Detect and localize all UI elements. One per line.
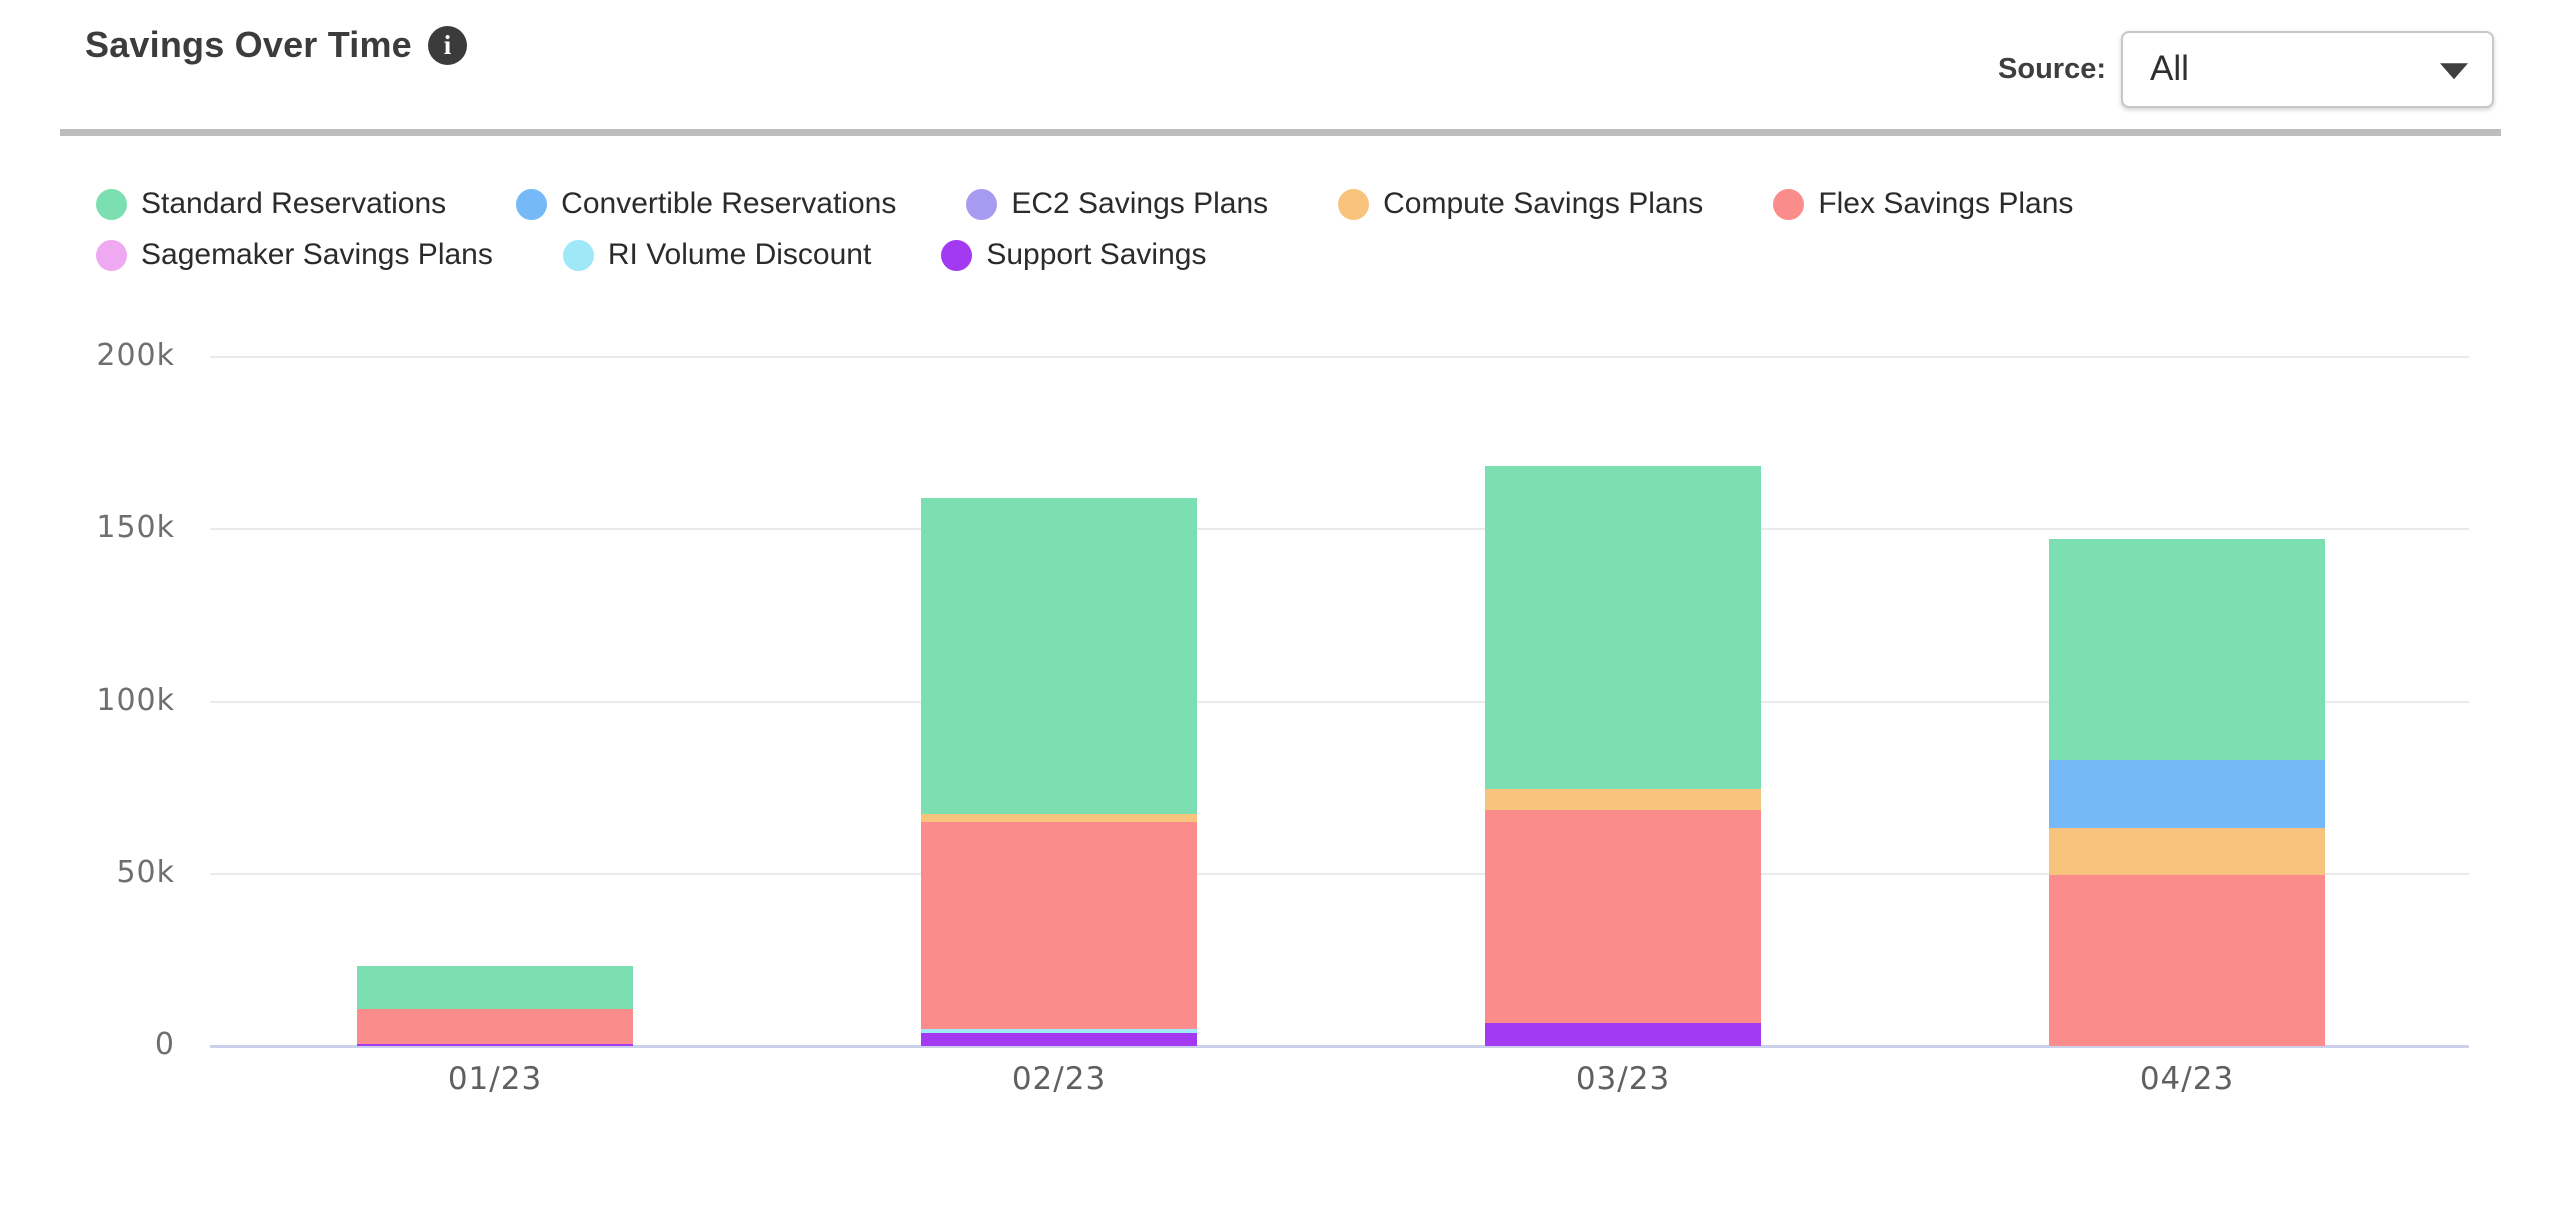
page-title: Savings Over Time (85, 24, 412, 65)
bar-segment[interactable] (921, 1029, 1197, 1033)
gridline (210, 356, 2469, 358)
legend-dot-icon (96, 239, 127, 271)
legend-item-ec2-savings-plans[interactable]: EC2 Savings Plans (966, 187, 1268, 221)
legend-item-sagemaker-savings-plans[interactable]: Sagemaker Savings Plans (96, 238, 493, 272)
legend-label: Flex Savings Plans (1818, 187, 2074, 220)
source-dropdown-value: All (2150, 48, 2189, 88)
source-dropdown[interactable]: All (2121, 31, 2494, 108)
y-axis-tick-label: 0 (154, 1027, 175, 1063)
bar-segment[interactable] (1485, 810, 1761, 1023)
legend-row: Sagemaker Savings Plans RI Volume Discoun… (96, 234, 2073, 276)
bar-segment[interactable] (1485, 465, 1761, 789)
legend-dot-icon (1338, 188, 1370, 220)
header-divider (60, 129, 2501, 136)
gridline (210, 528, 2469, 531)
bar-segment[interactable] (1485, 789, 1761, 810)
bar-segment[interactable] (2049, 827, 2325, 876)
legend-item-ri-volume-discount[interactable]: RI Volume Discount (562, 238, 872, 272)
legend-label: Standard Reservations (141, 187, 447, 220)
gridline (210, 700, 2469, 703)
source-label: Source: (1998, 53, 2106, 85)
legend-item-flex-savings-plans[interactable]: Flex Savings Plans (1773, 187, 2073, 221)
bar-segment[interactable] (2049, 538, 2325, 761)
legend-item-standard-reservations[interactable]: Standard Reservations (96, 187, 446, 221)
legend-dot-icon (941, 239, 973, 271)
y-axis-tick-label: 50k (116, 854, 175, 890)
x-axis-tick-label: 03/23 (1575, 1061, 1671, 1097)
x-axis-tick-label: 01/23 (447, 1061, 543, 1097)
legend-label: Support Savings (986, 238, 1207, 271)
legend-item-convertible-reservations[interactable]: Convertible Reservations (516, 187, 896, 221)
caret-down-icon (2440, 62, 2468, 79)
legend-label: EC2 Savings Plans (1011, 187, 1269, 220)
legend-dot-icon (96, 188, 127, 220)
legend-label: Compute Savings Plans (1383, 187, 1704, 220)
bar-segment[interactable] (2049, 760, 2325, 828)
y-axis-tick-label: 100k (96, 682, 175, 718)
bar-segment[interactable] (921, 498, 1197, 815)
chart-legend: Standard Reservations Convertible Reserva… (96, 183, 2073, 285)
legend-label: Convertible Reservations (561, 187, 897, 220)
legend-item-compute-savings-plans[interactable]: Compute Savings Plans (1338, 187, 1703, 221)
bar-segment[interactable] (357, 1008, 633, 1044)
legend-dot-icon (562, 239, 594, 271)
info-icon[interactable]: i (428, 26, 467, 65)
x-axis-line (210, 1045, 2469, 1048)
y-axis-tick-label: 150k (96, 510, 175, 546)
legend-dot-icon (966, 188, 998, 220)
legend-dot-icon (1773, 188, 1805, 220)
bar-segment[interactable] (921, 1032, 1197, 1046)
legend-item-support-savings[interactable]: Support Savings (941, 238, 1206, 272)
bar-segment[interactable] (921, 814, 1197, 823)
x-axis-tick-label: 02/23 (1011, 1061, 1107, 1097)
legend-dot-icon (516, 188, 548, 220)
bar-segment[interactable] (921, 822, 1197, 1030)
y-axis-tick-label: 200k (96, 338, 175, 374)
legend-label: RI Volume Discount (607, 238, 872, 271)
info-icon-glyph: i (443, 30, 452, 60)
bar-segment[interactable] (357, 1043, 633, 1046)
bar-segment[interactable] (2049, 875, 2325, 1046)
x-axis-tick-label: 04/23 (2139, 1061, 2235, 1097)
legend-row: Standard Reservations Convertible Reserva… (96, 183, 2073, 225)
gridline (210, 872, 2469, 875)
bar-segment[interactable] (1485, 1022, 1761, 1046)
legend-label: Sagemaker Savings Plans (141, 238, 493, 271)
bar-segment[interactable] (357, 965, 633, 1009)
